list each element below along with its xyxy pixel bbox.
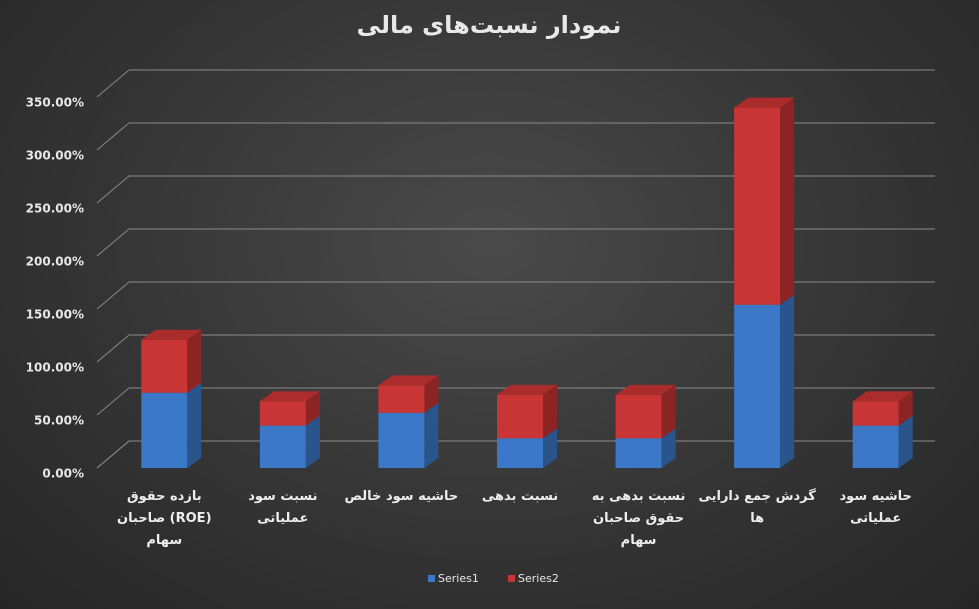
- bar-front: [259, 401, 306, 426]
- y-tick-label: 100.00%: [26, 361, 84, 375]
- y-tick-label: 250.00%: [26, 202, 84, 216]
- bar-side: [305, 415, 320, 468]
- bar-front: [378, 412, 425, 468]
- bar-side: [780, 97, 795, 305]
- grid-line: [96, 122, 935, 151]
- bar-side: [187, 382, 202, 468]
- y-tick-label: 200.00%: [26, 255, 84, 269]
- grid-line: [96, 281, 935, 310]
- y-tick-label: 50.00%: [34, 414, 84, 428]
- bar: [852, 391, 913, 426]
- y-tick-label: 300.00%: [26, 149, 84, 163]
- bar-front: [497, 438, 543, 468]
- bar-front: [141, 392, 188, 468]
- bar-front: [259, 425, 306, 468]
- x-tick-label: نسبت سود عملیاتی: [248, 489, 318, 526]
- bar-front: [615, 394, 662, 439]
- x-tick-label: بازده حقوق (ROE) صاحبان سهام: [117, 489, 212, 548]
- bar-side: [187, 329, 202, 393]
- bar-top: [615, 384, 676, 395]
- bar: [734, 97, 795, 305]
- y-tick-label: 350.00%: [26, 96, 84, 110]
- bar-front: [852, 425, 899, 468]
- x-tick-label: نسبت بدهی به حقوق صاحبان سهام: [591, 489, 686, 548]
- bar-front: [497, 394, 543, 439]
- grid-line: [96, 69, 935, 98]
- bar-top: [141, 329, 202, 340]
- bar-front: [615, 438, 662, 468]
- bar-front: [141, 339, 188, 393]
- bar: [141, 382, 202, 468]
- bar: [734, 294, 795, 468]
- legend-swatch: [428, 575, 435, 582]
- bar-front: [852, 401, 899, 426]
- grid-line: [96, 334, 935, 363]
- bar-front: [734, 107, 781, 305]
- legend-label: Series1: [438, 572, 479, 585]
- x-tick-label: گردش جمع دارایی ها: [698, 489, 816, 526]
- bar-side: [898, 415, 913, 468]
- bar: [497, 384, 557, 439]
- grid-line: [96, 175, 935, 204]
- bar-side: [898, 391, 913, 426]
- bar: [141, 329, 202, 393]
- bar: [259, 391, 320, 426]
- legend-label: Series2: [518, 572, 559, 585]
- bar: [378, 375, 439, 413]
- bar-side: [780, 294, 795, 468]
- bar: [259, 415, 320, 468]
- x-tick-label: حاشیه سود عملیاتی: [839, 489, 912, 526]
- bar-side: [543, 428, 557, 468]
- bar-top: [734, 97, 795, 108]
- bar-front: [734, 304, 781, 468]
- x-tick-label: نسبت بدهی: [481, 489, 559, 504]
- bar-side: [305, 391, 320, 426]
- bar-side: [424, 402, 439, 468]
- bar-top: [852, 391, 913, 402]
- y-tick-label: 150.00%: [26, 308, 84, 322]
- bar-top: [497, 384, 557, 395]
- y-tick-label: 0.00%: [42, 467, 84, 481]
- x-tick-label: حاشیه سود خالص: [344, 489, 459, 504]
- legend-swatch: [508, 575, 515, 582]
- bar: [615, 384, 676, 439]
- bar-top: [378, 375, 439, 386]
- bar-side: [661, 428, 676, 468]
- grid-line: [96, 228, 935, 257]
- bar-side: [424, 375, 439, 413]
- bar-side: [661, 384, 676, 439]
- bar-side: [543, 384, 557, 439]
- bar-top: [259, 391, 320, 402]
- chart-title: نمودار نسبت‌های مالی: [357, 11, 622, 39]
- bar-front: [378, 385, 425, 413]
